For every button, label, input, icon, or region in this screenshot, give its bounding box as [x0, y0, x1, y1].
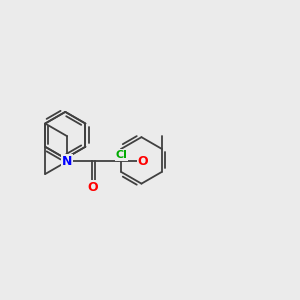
Text: Cl: Cl: [116, 150, 127, 160]
Text: N: N: [62, 155, 72, 168]
Text: O: O: [137, 155, 148, 168]
Text: O: O: [87, 181, 98, 194]
